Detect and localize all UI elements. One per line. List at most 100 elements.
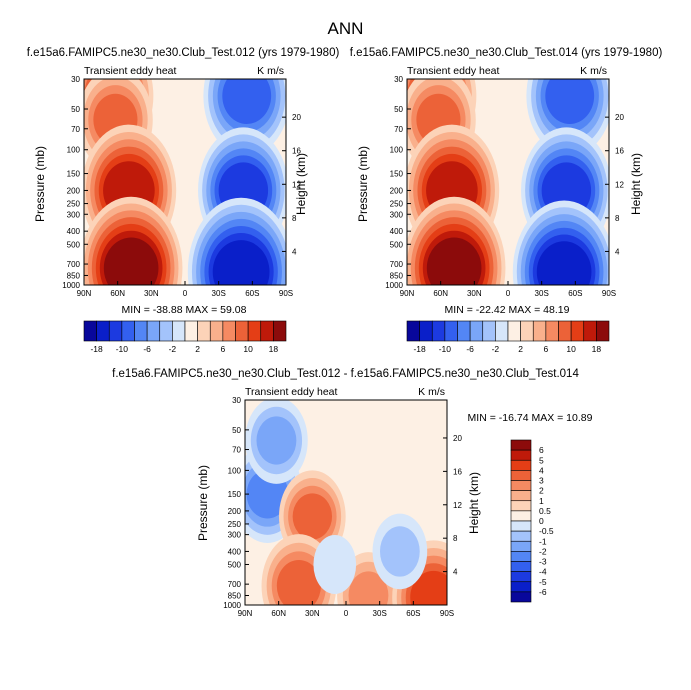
colorbar-label: -0.5 [539, 526, 554, 536]
colorbar-box [596, 320, 610, 342]
y-right-tick-label: 4 [453, 568, 458, 577]
y-axis-right-label: Height (km) [629, 153, 643, 215]
colorbar-box [108, 320, 123, 342]
y-axis-label: Pressure (mb) [33, 146, 47, 222]
x-tick-label: 90N [77, 289, 92, 298]
y-tick-label: 1000 [385, 281, 403, 290]
y-axis-label: Pressure (mb) [196, 465, 210, 541]
y-tick-label: 850 [390, 271, 404, 280]
y-right-tick-label: 12 [292, 180, 301, 189]
colorbar-box [510, 500, 532, 512]
colorbar-label: 10 [243, 344, 253, 354]
negative-contour [212, 240, 270, 285]
min-max-readout: MIN = -38.88 MAX = 59.08 [122, 304, 247, 316]
colorbar-box [570, 320, 585, 342]
colorbar-box [184, 320, 198, 342]
colorbar-box [273, 320, 287, 342]
colorbar-box [583, 320, 597, 342]
x-tick-label: 60N [271, 609, 286, 618]
colorbar-box [444, 320, 458, 342]
y-tick-label: 850 [228, 591, 242, 600]
y-tick-label: 250 [390, 200, 404, 209]
colorbar-box [121, 320, 135, 342]
colorbar-label: -18 [413, 344, 426, 354]
colorbar-box [510, 480, 532, 491]
x-tick-label: 90S [440, 609, 454, 618]
colorbar-box [431, 320, 446, 342]
colorbar-box [247, 320, 262, 342]
plot-axes: 90N 60N 30N 0 30S 60S 90S305070100150200250300… [385, 75, 624, 298]
colorbar-box [510, 490, 532, 502]
x-tick-label: 0 [506, 289, 511, 298]
y-axis-right-label: Height (km) [294, 153, 308, 215]
colorbar: -18 -10 -6 -2 2 6 10 18 [406, 320, 610, 354]
x-tick-label: 0 [183, 289, 188, 298]
colorbar-box [510, 470, 532, 481]
colorbar-label: -2 [169, 344, 177, 354]
x-tick-label: 90N [400, 289, 415, 298]
panel-012: f.e15a6.FAMIPC5.ne30_ne30.Club_Test.012 … [27, 47, 340, 354]
x-tick-label: 90S [602, 289, 616, 298]
colorbar-box [406, 320, 420, 342]
y-tick-label: 250 [228, 520, 242, 529]
colorbar-box [510, 520, 532, 532]
colorbar-box [235, 320, 249, 342]
y-right-tick-label: 16 [453, 467, 462, 476]
colorbar-box [532, 320, 547, 342]
panel-subtitle-right: K m/s [580, 65, 607, 77]
y-right-tick-label: 4 [615, 247, 620, 256]
y-tick-label: 1000 [223, 601, 241, 610]
colorbar-box [260, 320, 274, 342]
x-tick-label: 30N [305, 609, 320, 618]
min-max-readout: MIN = -22.42 MAX = 48.19 [445, 304, 570, 316]
colorbar-box [510, 540, 532, 552]
colorbar-label: 0 [539, 516, 544, 526]
colorbar-box [134, 320, 148, 342]
positive-contour [348, 571, 389, 605]
colorbar-box [222, 320, 236, 342]
colorbar-box [419, 320, 433, 342]
y-tick-label: 100 [67, 146, 81, 155]
y-right-tick-label: 20 [615, 113, 624, 122]
y-right-tick-label: 8 [292, 214, 297, 223]
colorbar-box [510, 561, 532, 572]
colorbar-box [457, 320, 471, 342]
colorbar-box [510, 581, 532, 593]
colorbar-box [209, 320, 224, 342]
y-tick-label: 70 [71, 125, 80, 134]
contour-field [245, 400, 447, 605]
y-tick-label: 70 [232, 446, 241, 455]
negative-contour [545, 79, 595, 125]
y-tick-label: 500 [390, 240, 404, 249]
colorbar-label: 10 [566, 344, 576, 354]
colorbar-label: -10 [439, 344, 452, 354]
y-right-tick-label: 16 [615, 147, 624, 156]
colorbar-label: -1 [539, 536, 547, 546]
colorbar-box [159, 320, 173, 342]
y-tick-label: 200 [228, 507, 242, 516]
x-tick-label: 90N [238, 609, 253, 618]
colorbar-label: 6 [539, 445, 544, 455]
panel-title: f.e15a6.FAMIPC5.ne30_ne30.Club_Test.014 … [350, 47, 663, 59]
plot-axes: 90N 60N 30N 0 30S 60S 90S305070100150200250300… [62, 75, 301, 298]
y-tick-label: 150 [228, 490, 242, 499]
y-tick-label: 200 [390, 186, 404, 195]
x-tick-label: 60N [110, 289, 125, 298]
y-tick-label: 30 [71, 75, 80, 84]
colorbar-box [510, 591, 532, 603]
contour-field [407, 79, 609, 285]
colorbar-label: -6 [539, 587, 547, 597]
y-tick-label: 400 [390, 227, 404, 236]
x-tick-label: 30S [535, 289, 549, 298]
x-tick-label: 30N [467, 289, 482, 298]
x-tick-label: 60S [406, 609, 420, 618]
colorbar-box [510, 439, 532, 451]
y-tick-label: 850 [67, 271, 81, 280]
colorbar-box [558, 320, 572, 342]
plot-axes: 90N 60N 30N 0 30S 60S 90S305070100150200250300… [223, 396, 462, 618]
positive-contour [276, 559, 321, 605]
colorbar-label: 2 [195, 344, 200, 354]
y-tick-label: 500 [228, 560, 242, 569]
positive-contour [426, 237, 482, 285]
colorbar-label: -4 [539, 567, 547, 577]
